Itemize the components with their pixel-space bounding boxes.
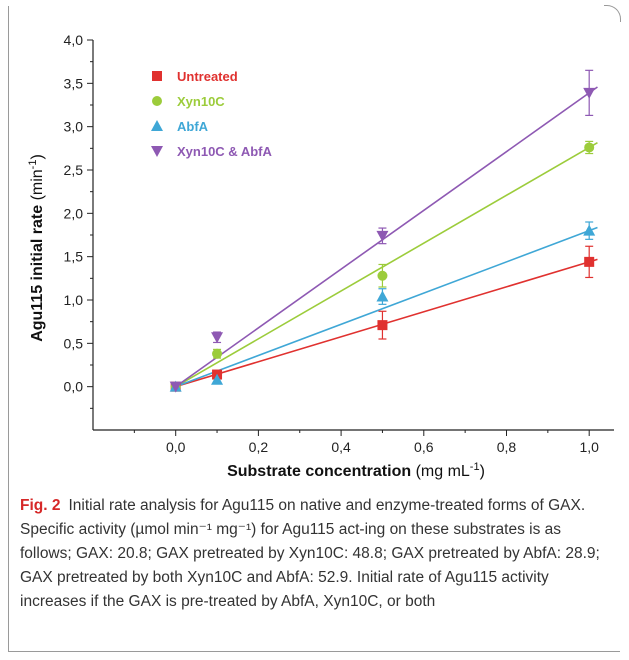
point-xyn10c-abfa: [169, 381, 182, 393]
x-tick-label: 0,0: [166, 439, 186, 455]
axes: [92, 40, 614, 431]
point-xyn10c-abfa: [376, 230, 389, 242]
point-xyn10c-abfa: [583, 87, 596, 99]
point-abfa: [376, 290, 389, 302]
x-axis-title: Substrate concentration (mg mL-1): [227, 461, 485, 480]
y-tick-label: 1,0: [64, 292, 84, 308]
point-xyn10c: [584, 142, 595, 153]
y-tick-label: 2,5: [64, 162, 84, 178]
legend-label-xyn10c: Xyn10C: [177, 94, 225, 109]
x-tick-label: 0,2: [249, 439, 269, 455]
x-tick-label: 0,4: [331, 439, 351, 455]
axis-ticks: 0,0 0,5 1,0 1,5 2,0 2,5 3,0 3,5 4,0 0,0 0,2 0,4 0,6 0…: [64, 32, 600, 455]
y-tick-label: 3,5: [64, 75, 84, 91]
y-axis-title: Agu115 initial rate (min-1): [27, 154, 46, 342]
point-untreated: [377, 320, 388, 331]
y-tick-label: 4,0: [64, 32, 84, 48]
fit-lines: [175, 86, 598, 388]
fit-line-xyn10c-abfa: [175, 86, 598, 388]
data-points: [169, 87, 596, 393]
legend-label-xyn10c-abfa: Xyn10C & AbfA: [177, 144, 272, 159]
figure-caption: Fig. 2 Initial rate analysis for Agu115 o…: [20, 494, 606, 614]
x-tick-label: 0,8: [497, 439, 517, 455]
error-bars: [213, 69, 594, 384]
legend: Untreated Xyn10C AbfA Xyn10C & AbfA: [151, 69, 272, 159]
fit-line-xyn10c: [175, 141, 598, 388]
x-tick-label: 1,0: [579, 439, 599, 455]
y-tick-label: 3,0: [64, 119, 84, 135]
x-tick-label: 0,6: [414, 439, 434, 455]
y-tick-label: 1,5: [64, 249, 84, 265]
figure-label: Fig. 2: [20, 497, 61, 514]
point-xyn10c-abfa: [211, 332, 224, 344]
y-tick-label: 0,5: [64, 335, 84, 351]
scatter-chart: 0,0 0,5 1,0 1,5 2,0 2,5 3,0 3,5 4,0 0,0 0,2 0,4 0,6 0…: [27, 32, 614, 480]
point-xyn10c: [212, 348, 223, 359]
fit-line-abfa: [175, 226, 598, 388]
legend-label-untreated: Untreated: [177, 69, 238, 84]
caption-text: Initial rate analysis for Agu115 on nati…: [20, 497, 605, 610]
point-xyn10c: [377, 270, 388, 281]
legend-marker-xyn10c: [152, 96, 162, 106]
legend-marker-untreated: [152, 71, 162, 81]
y-tick-label: 0,0: [64, 379, 84, 395]
y-tick-label: 2,0: [64, 205, 84, 221]
point-untreated: [584, 256, 595, 267]
legend-marker-xyn10c-abfa: [151, 146, 163, 157]
point-abfa: [583, 224, 596, 236]
legend-marker-abfa: [151, 120, 163, 131]
legend-label-abfa: AbfA: [177, 119, 209, 134]
point-abfa: [211, 373, 224, 385]
